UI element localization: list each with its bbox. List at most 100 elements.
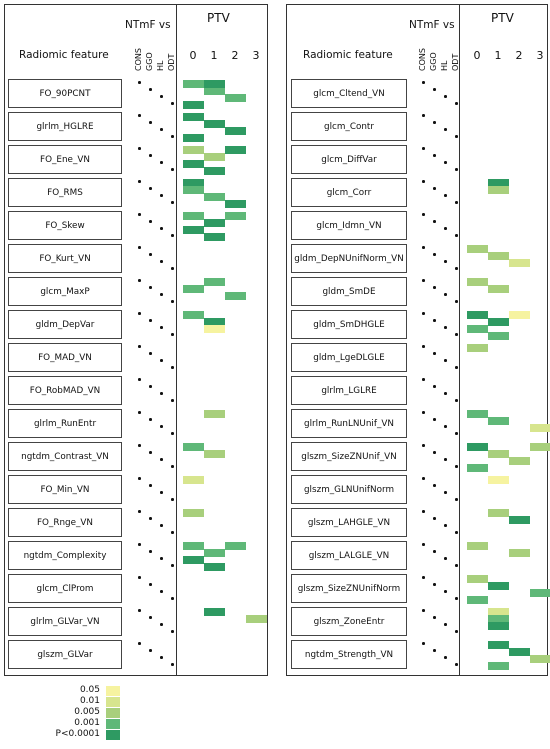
group-dot	[160, 194, 163, 197]
ptv-significance-cell	[488, 582, 509, 590]
group-dot	[433, 187, 436, 190]
group-dot	[422, 345, 425, 348]
group-dot	[444, 392, 447, 395]
group-col-cons: CONS	[134, 48, 143, 71]
group-dot	[160, 227, 163, 230]
feature-label: glszm_LALGLE_VN	[291, 541, 407, 570]
group-dot	[433, 352, 436, 355]
feature-label: gldm_DepVar	[8, 310, 122, 339]
ptv-significance-cell	[467, 410, 488, 418]
ptv-significance-cell	[204, 318, 225, 326]
group-dot	[138, 345, 141, 348]
group-dot	[171, 432, 174, 435]
feature-label: FO_Kurt_VN	[8, 244, 122, 273]
group-dot	[171, 531, 174, 534]
group-dot	[433, 484, 436, 487]
group-dot	[455, 201, 458, 204]
legend-label: 0.001	[74, 718, 100, 728]
group-dot	[149, 121, 152, 124]
group-dot	[149, 319, 152, 322]
feature-label: glszm_ZoneEntr	[291, 607, 407, 636]
ptv-label-right: PTV	[491, 11, 514, 25]
legend-label: 0.05	[79, 685, 100, 695]
group-dot	[433, 220, 436, 223]
group-dot	[171, 300, 174, 303]
ptv-significance-cell	[183, 80, 204, 88]
ptv-significance-cell	[467, 344, 488, 352]
group-dot	[444, 656, 447, 659]
group-dot	[455, 564, 458, 567]
ptv-significance-cell	[204, 278, 225, 286]
ptv-significance-cell	[530, 424, 550, 432]
group-dot	[444, 491, 447, 494]
ptv-significance-cell	[488, 622, 509, 630]
group-dot	[422, 477, 425, 480]
ptv-significance-cell	[204, 167, 225, 175]
group-dot	[160, 623, 163, 626]
ptv-significance-cell	[204, 120, 225, 128]
ptv-col-0: 0	[189, 49, 197, 62]
ptv-significance-cell	[530, 655, 550, 663]
group-dot	[149, 286, 152, 289]
ptv-significance-cell	[183, 542, 204, 550]
ptv-significance-cell	[183, 226, 204, 234]
ptv-significance-cell	[183, 186, 204, 194]
ptv-significance-cell	[467, 278, 488, 286]
group-dot	[160, 260, 163, 263]
ptv-significance-cell	[509, 457, 530, 465]
feature-label: glcm_MaxP	[8, 277, 122, 306]
feature-label: glcm_Cltend_VN	[291, 79, 407, 108]
group-dot	[138, 180, 141, 183]
ptv-significance-cell	[509, 648, 530, 656]
group-dot	[160, 392, 163, 395]
ptv-significance-cell	[225, 127, 246, 135]
ptv-significance-cell	[509, 259, 530, 267]
ptv-col-3: 3	[536, 49, 544, 62]
left-table: NTmF vs PTV Radiomic feature CONS GGO HL OD…	[4, 4, 268, 676]
ptv-significance-cell	[183, 179, 204, 187]
ptv-column-divider	[176, 5, 177, 675]
ptv-significance-cell	[246, 615, 267, 623]
group-dot	[138, 609, 141, 612]
ptv-col-1: 1	[210, 49, 218, 62]
group-dot	[422, 609, 425, 612]
group-dot	[455, 102, 458, 105]
ptv-significance-cell	[488, 450, 509, 458]
group-dot	[433, 319, 436, 322]
group-dot	[455, 168, 458, 171]
ptv-significance-cell	[530, 443, 550, 451]
group-dot	[422, 411, 425, 414]
group-dot	[433, 550, 436, 553]
group-dot	[138, 576, 141, 579]
ptv-significance-cell	[225, 212, 246, 220]
group-dot	[171, 597, 174, 600]
ptv-col-2: 2	[231, 49, 239, 62]
group-dot	[138, 213, 141, 216]
legend-label: 0.01	[79, 696, 100, 706]
legend-swatch	[106, 708, 120, 718]
group-dot	[455, 234, 458, 237]
group-col-hl: HL	[440, 60, 449, 71]
feature-label: FO_Skew	[8, 211, 122, 240]
group-dot	[149, 187, 152, 190]
ptv-significance-cell	[467, 245, 488, 253]
group-col-ggo: GGO	[429, 52, 438, 71]
group-dot	[160, 128, 163, 131]
ptv-significance-cell	[488, 641, 509, 649]
group-dot	[149, 154, 152, 157]
ptv-significance-cell	[488, 186, 509, 194]
group-dot	[171, 333, 174, 336]
ptv-significance-cell	[488, 615, 509, 623]
group-dot	[455, 267, 458, 270]
group-dot	[433, 517, 436, 520]
group-dot	[138, 147, 141, 150]
feature-label: FO_Min_VN	[8, 475, 122, 504]
legend-swatch	[106, 697, 120, 707]
feature-label: glrlm_HGLRE	[8, 112, 122, 141]
group-dot	[444, 128, 447, 131]
group-col-ggo: GGO	[145, 52, 154, 71]
ptv-significance-cell	[467, 542, 488, 550]
group-dot	[171, 168, 174, 171]
feature-label: glcm_ClProm	[8, 574, 122, 603]
feature-label: glrlm_LGLRE	[291, 376, 407, 405]
